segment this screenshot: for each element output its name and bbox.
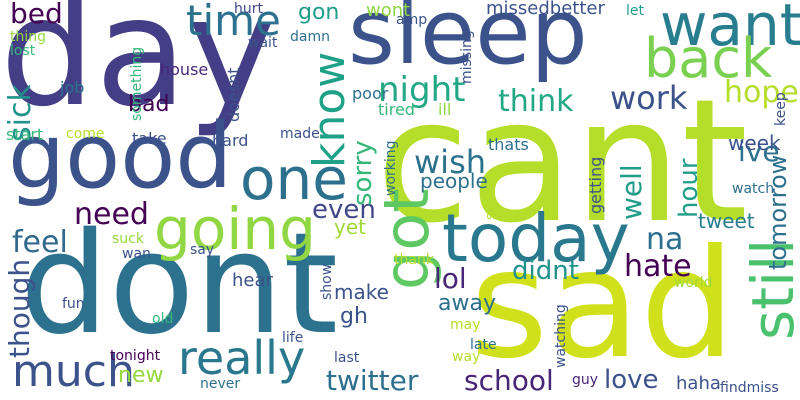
word-hear: hear	[232, 270, 273, 291]
word-school: school	[464, 364, 554, 397]
word-think: think	[498, 84, 574, 119]
word-time: time	[186, 0, 281, 45]
word-house: house	[160, 60, 209, 79]
word-job: job	[60, 78, 85, 97]
word-ill: ill	[438, 100, 452, 119]
word-dont: dont	[20, 203, 339, 366]
word-doesnt: doesnt	[224, 67, 243, 122]
word-lost: lost	[10, 43, 36, 59]
word-today: today	[442, 200, 630, 277]
word-never: never	[200, 376, 241, 392]
word-watch: watch	[732, 181, 775, 197]
word-hurt: hurt	[234, 1, 263, 17]
word-ive: ive	[738, 135, 780, 168]
word-keep: keep	[773, 92, 789, 126]
word-sorry: sorry	[348, 140, 378, 206]
word-know: know	[304, 51, 355, 168]
word-going: going	[154, 195, 316, 263]
word-fun: fun	[62, 296, 85, 312]
word-say: say	[190, 242, 215, 258]
word-sad: sad	[470, 218, 736, 392]
word-tired: tired	[378, 100, 415, 119]
word-made: made	[280, 126, 320, 142]
word-day: day	[0, 0, 276, 140]
word-missing: missing	[459, 30, 475, 84]
word-come: come	[66, 126, 105, 142]
word-wan: wan	[122, 246, 151, 262]
word-need: need	[74, 197, 149, 232]
word-new: new	[118, 363, 164, 388]
word-something: something	[129, 46, 145, 121]
word-missedbetter: missedbetter	[486, 0, 605, 19]
word-show: show	[319, 263, 335, 300]
word-hope: hope	[724, 75, 799, 110]
word-watching: watching	[553, 304, 569, 368]
word-world: world	[674, 275, 713, 291]
word-start: start	[6, 125, 44, 144]
word-working: working	[383, 140, 399, 196]
word-tonight: tonight	[110, 348, 161, 364]
word-thats: thats	[488, 135, 529, 154]
word-love: love	[604, 365, 659, 395]
word-last: last	[334, 350, 360, 366]
word-getting: getting	[586, 156, 605, 214]
word-take: take	[132, 129, 167, 148]
word-sleep: sleep	[348, 0, 588, 85]
word-hate: hate	[624, 249, 692, 284]
word-poor: poor	[352, 84, 389, 103]
word-guy: guy	[572, 372, 599, 388]
word-gh: gh	[340, 304, 368, 329]
word-night: night	[378, 70, 466, 110]
word-tomorrow: tomorrow	[764, 154, 792, 270]
word-let: let	[626, 3, 644, 19]
word-haha: haha	[676, 373, 721, 394]
word-feel: feel	[12, 225, 68, 260]
word-findmiss: findmiss	[720, 380, 779, 396]
word-work: work	[610, 79, 688, 117]
word-twitter: twitter	[326, 364, 419, 397]
word-away: away	[438, 291, 496, 316]
word-much: much	[12, 346, 135, 397]
word-really: really	[178, 331, 306, 385]
word-week: week	[728, 131, 781, 155]
word-na: na	[646, 222, 684, 257]
word-cant: cant	[376, 63, 749, 261]
word-tweet: tweet	[698, 209, 755, 233]
word-thing: thing	[10, 29, 47, 45]
word-may: may	[450, 317, 481, 333]
word-make: make	[334, 280, 389, 304]
word-amp: amp	[396, 12, 428, 28]
word-though: though	[3, 258, 36, 358]
word-good: good	[8, 104, 233, 209]
word-way: way	[452, 349, 481, 365]
word-soon: soon	[483, 186, 499, 220]
word-life: life	[282, 330, 304, 346]
word-yet: yet	[334, 215, 366, 239]
word-gon: gon	[298, 0, 340, 25]
word-got: got	[370, 188, 443, 290]
word-lol: lol	[434, 262, 467, 295]
word-damn: damn	[290, 29, 330, 45]
word-hard: hard	[212, 131, 249, 150]
word-bad: bad	[128, 92, 170, 117]
word-thank: thank	[394, 252, 434, 268]
word-wish: wish	[414, 143, 487, 181]
word-even: even	[312, 195, 376, 225]
word-want: want	[660, 0, 800, 59]
word-back: back	[644, 27, 773, 90]
word-old: old	[152, 311, 174, 327]
word-wont: wont	[366, 0, 411, 21]
word-didnt: didnt	[512, 256, 579, 286]
word-late: late	[470, 337, 497, 353]
word-bed: bed	[10, 0, 63, 30]
word-well: well	[615, 164, 648, 220]
word-suck: suck	[112, 231, 144, 247]
word-people: people	[420, 169, 488, 193]
word-one: one	[240, 145, 348, 213]
word-wait: wait	[248, 35, 278, 51]
